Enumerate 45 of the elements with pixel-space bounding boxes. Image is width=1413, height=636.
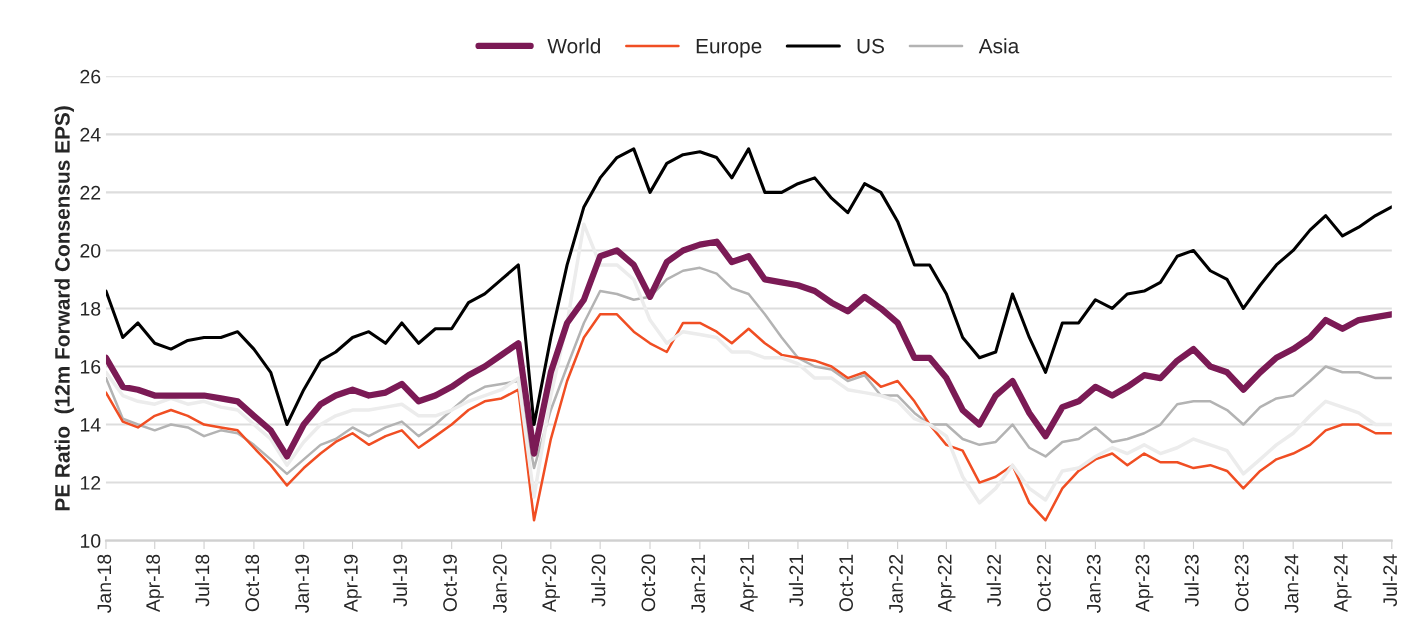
y-tick-label: 12 (80, 476, 101, 490)
line-series (105, 222, 1392, 505)
x-tick-label: Jan-24 (1284, 554, 1299, 613)
line-series (105, 266, 1392, 476)
y-tick-label: 24 (80, 127, 101, 142)
line-series (105, 313, 1392, 522)
y-tick-label: 20 (80, 243, 101, 258)
line-series (105, 147, 1392, 427)
x-tick-label: Oct-22 (1037, 554, 1051, 612)
x-tick-label: Oct-23 (1234, 554, 1249, 612)
x-tick-label: Apr-20 (542, 554, 560, 613)
legend-label: US (857, 38, 884, 54)
legend-label: World (547, 38, 600, 54)
x-tick-label: Jan-20 (492, 554, 507, 613)
x-tick-label: Jan-21 (691, 554, 706, 613)
x-tick-label: Jul-20 (591, 554, 606, 607)
y-tick-label: 18 (80, 301, 101, 316)
x-tick-label: Jul-22 (986, 554, 1001, 607)
y-tick-label: 22 (80, 185, 101, 200)
y-tick-label: 16 (80, 359, 101, 374)
y-axis-title: PE Ratio (12m Forward Consensus EPS) (54, 106, 74, 511)
legend-label: Asia (978, 38, 1020, 54)
x-tick-label: Jul-21 (788, 554, 804, 607)
x-tick-label: Oct-20 (641, 554, 656, 612)
x-tick-label: Apr-24 (1333, 554, 1352, 613)
x-tick-label: Jul-24 (1382, 554, 1398, 607)
x-tick-label: Apr-22 (937, 554, 956, 613)
x-tick-label: Oct-18 (245, 554, 260, 612)
x-tick-label: Apr-23 (1135, 554, 1154, 613)
x-tick-label: Jul-19 (392, 554, 408, 607)
legend-label: Europe (696, 38, 762, 58)
x-tick-label: Apr-21 (740, 554, 758, 613)
x-tick-label: Jul-23 (1184, 554, 1199, 607)
y-tick-label: 14 (80, 418, 101, 432)
x-tick-label: Jan-19 (295, 554, 309, 613)
x-tick-label: Oct-19 (443, 554, 457, 612)
x-tick-label: Apr-19 (343, 554, 362, 613)
x-tick-label: Apr-18 (146, 554, 164, 613)
x-tick-label: Oct-21 (839, 554, 853, 612)
x-tick-label: Jul-18 (194, 554, 210, 607)
x-tick-label: Jan-23 (1086, 554, 1101, 613)
x-tick-label: Jan-22 (889, 554, 903, 613)
x-tick-label: Jan-18 (97, 554, 112, 613)
y-tick-label: 26 (80, 69, 101, 84)
y-tick-label: 10 (80, 534, 101, 548)
